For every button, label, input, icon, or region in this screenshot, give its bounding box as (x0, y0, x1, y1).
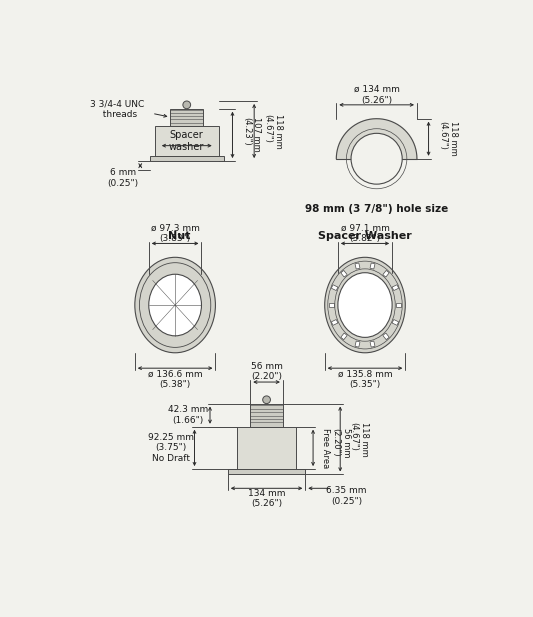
FancyBboxPatch shape (150, 157, 224, 161)
Text: 118 mm
(4.67"): 118 mm (4.67") (263, 114, 283, 149)
FancyBboxPatch shape (392, 285, 399, 291)
FancyBboxPatch shape (228, 469, 305, 474)
FancyBboxPatch shape (383, 270, 389, 277)
Text: ø 136.6 mm
(5.38"): ø 136.6 mm (5.38") (148, 369, 203, 389)
FancyBboxPatch shape (328, 303, 334, 307)
Text: 56 mm
(2.20"): 56 mm (2.20") (251, 362, 282, 381)
Text: 118 mm
(4.67"): 118 mm (4.67") (350, 421, 369, 457)
FancyBboxPatch shape (332, 320, 338, 325)
Circle shape (263, 396, 270, 404)
Text: 6 mm
(0.25"): 6 mm (0.25") (108, 168, 139, 188)
Text: 92.25 mm
(3.75")
No Draft: 92.25 mm (3.75") No Draft (148, 433, 194, 463)
Text: 134 mm
(5.26"): 134 mm (5.26") (248, 489, 285, 508)
FancyBboxPatch shape (332, 285, 338, 291)
FancyBboxPatch shape (341, 270, 347, 277)
FancyBboxPatch shape (370, 263, 375, 269)
Text: Spacer Washer: Spacer Washer (318, 231, 412, 241)
Text: ø 97.3 mm
(3.83"): ø 97.3 mm (3.83") (151, 224, 199, 243)
Text: ø 135.8 mm
(5.35"): ø 135.8 mm (5.35") (338, 369, 392, 389)
Text: 56 mm
(2.20")
Free Area: 56 mm (2.20") Free Area (321, 428, 351, 468)
FancyBboxPatch shape (171, 109, 203, 126)
Circle shape (351, 133, 402, 184)
FancyBboxPatch shape (341, 333, 347, 339)
Polygon shape (336, 118, 417, 159)
Ellipse shape (135, 257, 215, 353)
Ellipse shape (338, 273, 392, 337)
Text: 42.3 mm
(1.66"): 42.3 mm (1.66") (168, 405, 208, 425)
FancyBboxPatch shape (396, 303, 401, 307)
FancyBboxPatch shape (383, 333, 389, 339)
FancyBboxPatch shape (355, 341, 360, 347)
Text: 98 mm (3 7/8") hole size: 98 mm (3 7/8") hole size (305, 204, 448, 213)
Circle shape (183, 101, 191, 109)
FancyBboxPatch shape (237, 427, 296, 469)
Text: ø 134 mm
(5.26"): ø 134 mm (5.26") (354, 85, 400, 104)
Text: 118 mm
(4.67"): 118 mm (4.67") (439, 122, 458, 156)
FancyBboxPatch shape (392, 320, 399, 325)
Text: Spacer
washer: Spacer washer (169, 130, 205, 152)
Text: Nut: Nut (168, 231, 190, 241)
FancyBboxPatch shape (370, 341, 375, 347)
Text: 3 3/4-4 UNC
  threads: 3 3/4-4 UNC threads (90, 100, 144, 119)
Text: ø 97.1 mm
(3.82"): ø 97.1 mm (3.82") (341, 224, 390, 243)
Text: 6.35 mm
(0.25"): 6.35 mm (0.25") (326, 486, 367, 506)
FancyBboxPatch shape (155, 126, 219, 157)
FancyBboxPatch shape (251, 404, 283, 427)
Ellipse shape (325, 257, 405, 353)
Text: 107 mm
(4.23"): 107 mm (4.23") (242, 117, 261, 152)
FancyBboxPatch shape (355, 263, 360, 269)
Ellipse shape (149, 274, 201, 336)
